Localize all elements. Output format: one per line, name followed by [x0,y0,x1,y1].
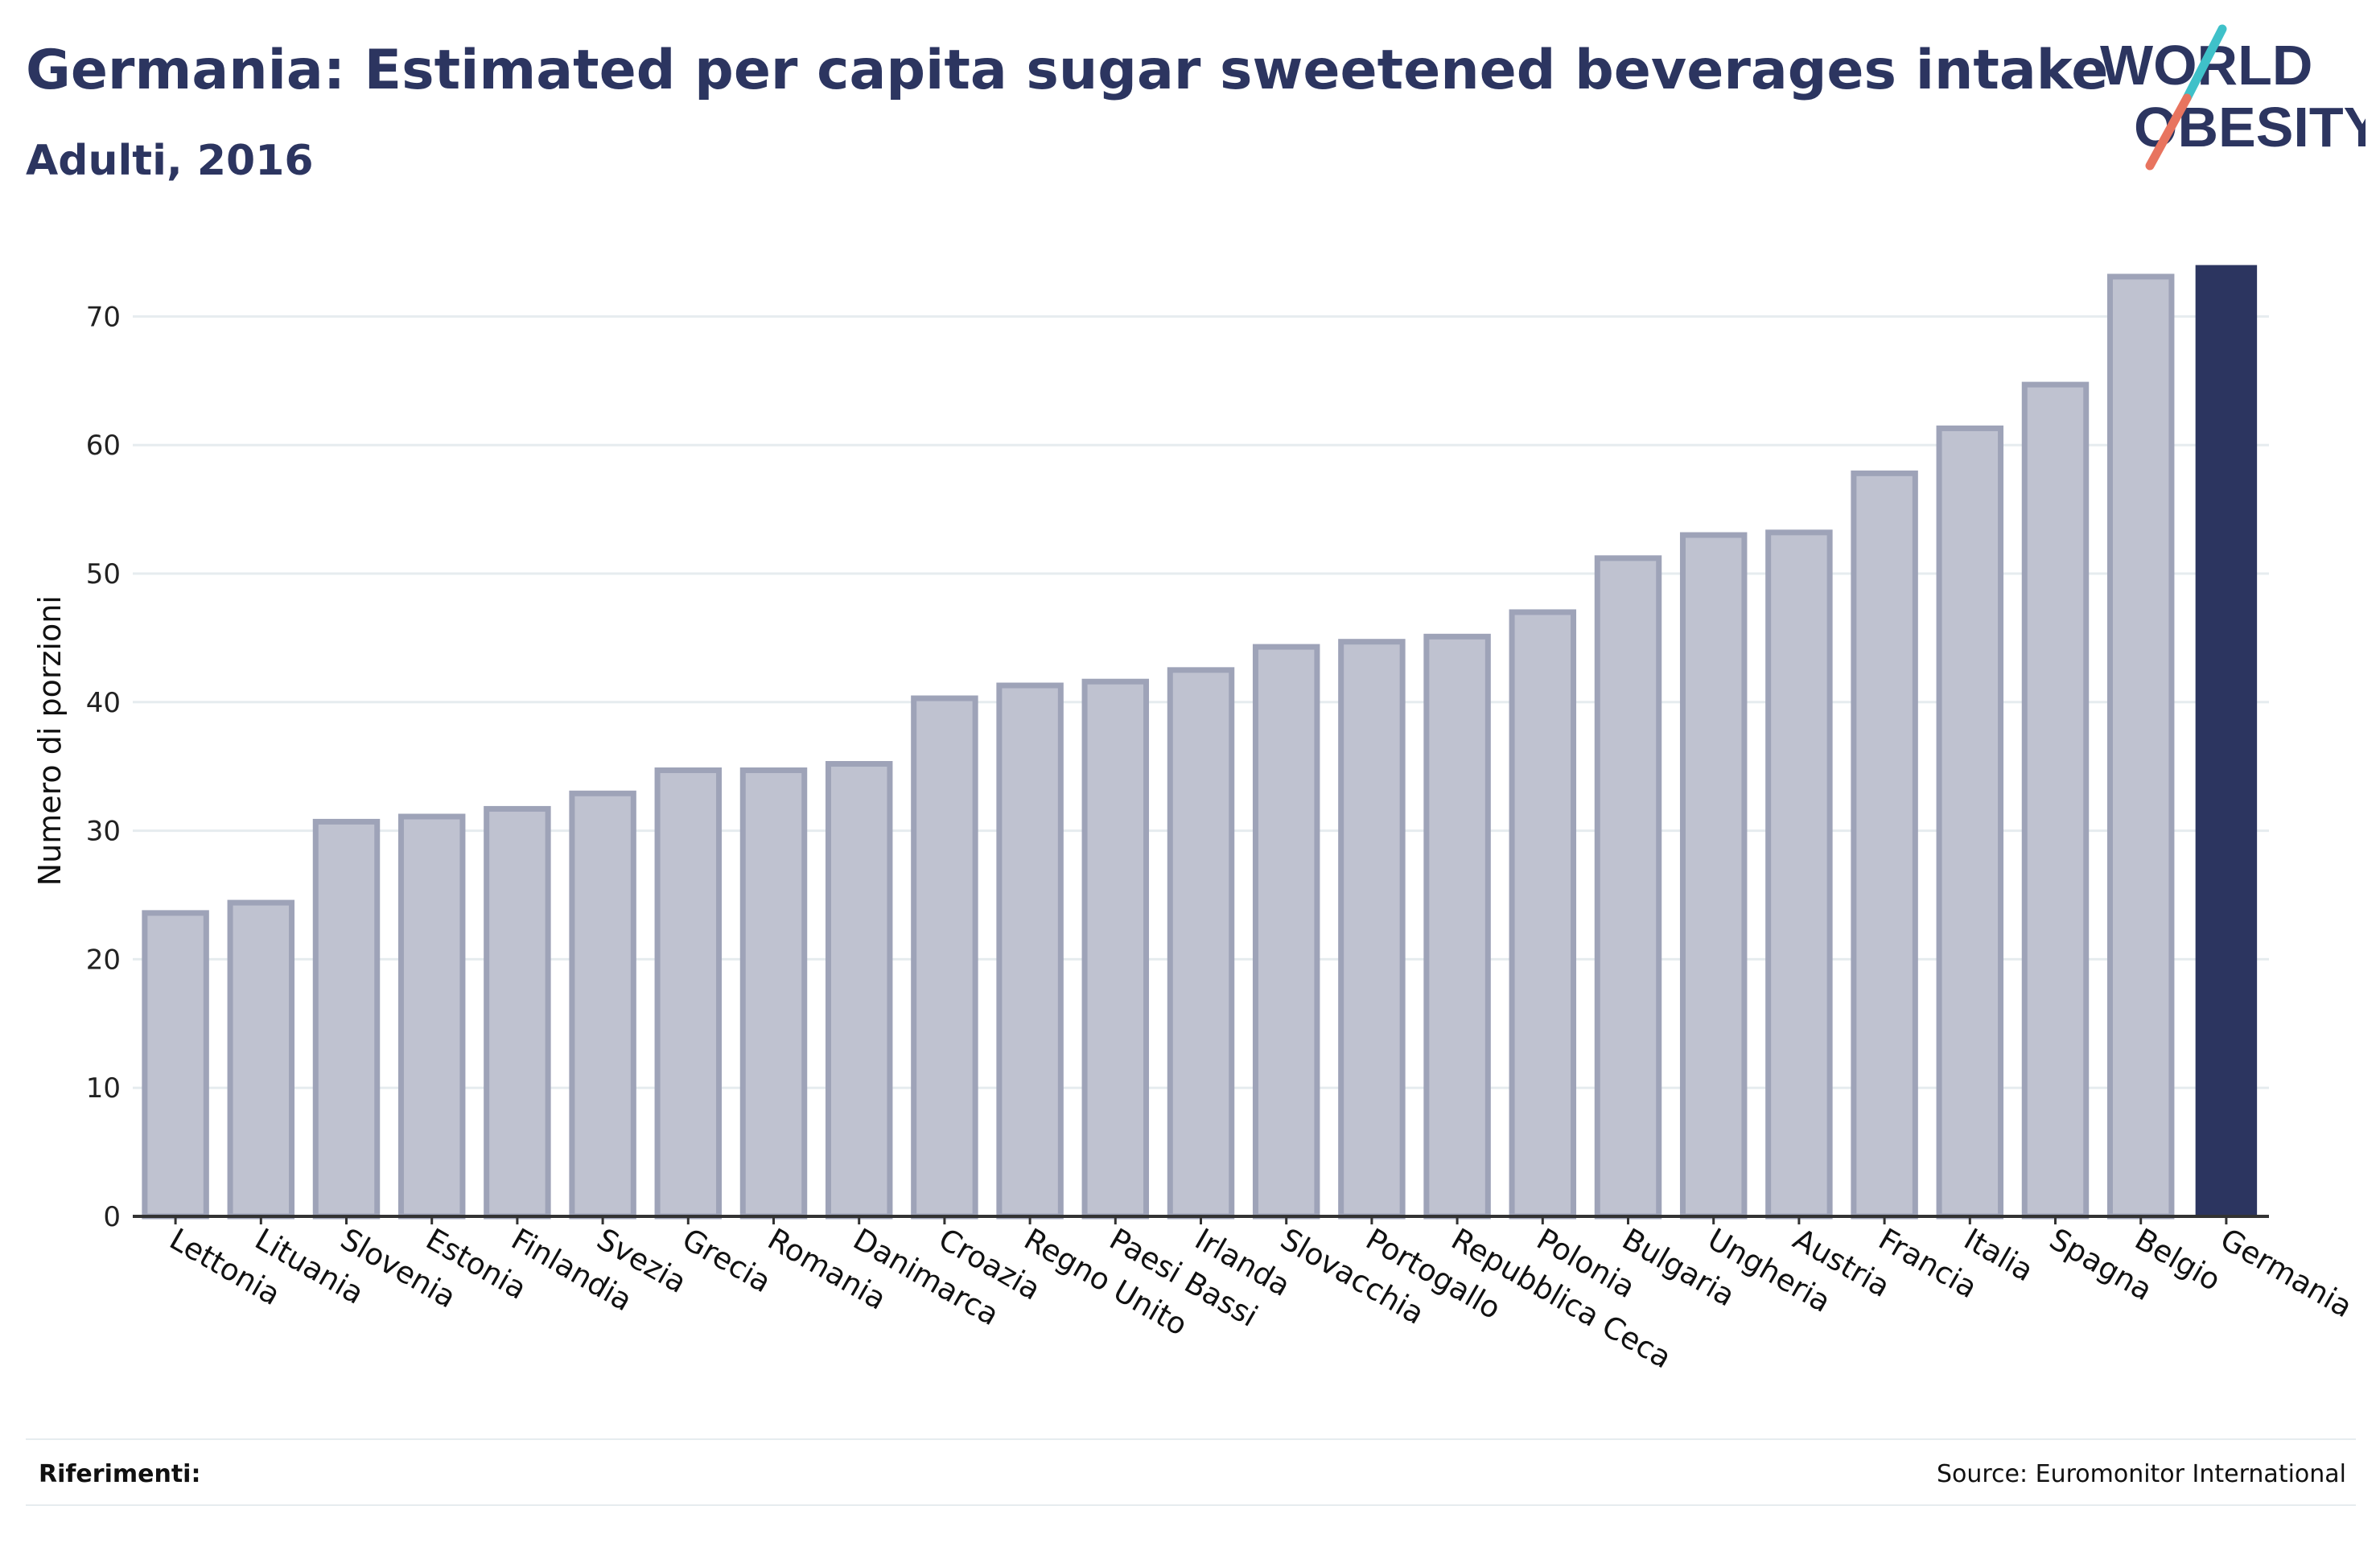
bar-svezia [569,790,636,1220]
bar-grecia [654,767,723,1220]
bar-regno-unito [996,682,1064,1220]
y-tick-label: 20 [86,944,121,976]
bar-portogallo [1338,639,1406,1220]
bar-irlanda [1167,667,1235,1220]
y-tick-label: 70 [86,301,121,333]
y-tick-label: 0 [103,1201,121,1233]
y-tick-label: 30 [86,816,121,848]
chart-subtitle: Adulti, 2016 [26,137,314,185]
bar-lettonia [142,910,209,1220]
bar-spagna [2021,381,2090,1220]
y-tick-label: 50 [86,558,121,590]
y-tick-label: 40 [86,687,121,719]
logo-slash-bottom [2145,93,2192,171]
bar-croazia [911,695,978,1220]
bar-estonia [397,813,466,1220]
bar-slovenia [312,818,381,1220]
world-obesity-logo: WORLD OBESITY [2100,24,2366,171]
chart-title: Germania: Estimated per capita sugar swe… [26,39,2109,102]
bar-bulgaria [1594,555,1662,1220]
y-axis-title: Numero di porzioni [32,595,68,886]
bar-danimarca [825,761,893,1220]
x-tick-label: Francia [1873,1222,1983,1306]
x-tick-label: Grecia [677,1222,777,1300]
bar-lituania [227,899,295,1220]
bar-ungheria [1679,532,1748,1220]
y-tick-label: 60 [86,430,121,462]
bar-francia [1851,470,1918,1220]
bar-romania [739,767,808,1220]
bar-finlandia [484,805,551,1220]
bar-italia [1936,425,2004,1220]
x-tick-label: Germania [2214,1222,2357,1325]
bar-austria [1765,529,1833,1220]
bar-repubblica-ceca [1423,633,1491,1220]
references-label: Riferimenti: [39,1460,201,1488]
bar-germania [2195,265,2258,1217]
footer-divider-bottom [26,1504,2356,1506]
source-note: Source: Euromonitor International [1936,1460,2346,1488]
bar-paesi-bassi [1081,678,1150,1220]
bar-slovacchia [1252,644,1320,1220]
y-tick-label: 10 [86,1072,121,1105]
footer-divider-top [26,1438,2356,1440]
bar-polonia [1509,609,1577,1220]
bar-belgio [2106,274,2175,1220]
logo-slash-top [2182,24,2227,103]
